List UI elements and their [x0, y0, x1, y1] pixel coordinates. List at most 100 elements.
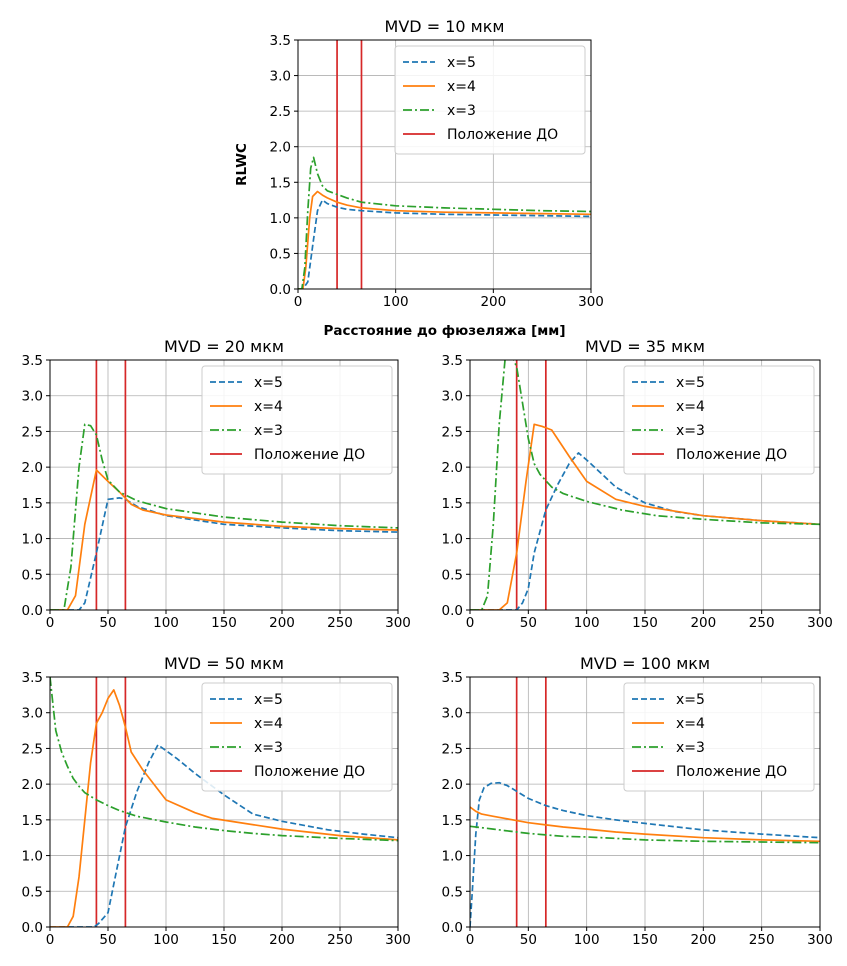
legend-label: x=5	[447, 55, 476, 71]
x-tick-label: 250	[327, 932, 353, 948]
legend-label: x=4	[447, 79, 476, 95]
x-tick-label: 150	[632, 615, 658, 631]
x-tick-label: 50	[520, 615, 537, 631]
series-line-x=4	[50, 469, 398, 610]
y-tick-label: 3.0	[22, 706, 43, 722]
x-tick-label: 50	[520, 932, 537, 948]
legend: x=5 x=4 x=3 Положение ДО	[623, 682, 815, 792]
series-line-x=3	[50, 423, 398, 610]
series-line-x=5	[298, 199, 591, 289]
x-tick-label: 200	[690, 615, 716, 631]
y-tick-label: 1.5	[22, 496, 43, 512]
legend: x=5 x=4 x=3 Положение ДО	[201, 365, 393, 475]
x-axis-label: Расстояние до фюзеляжа [мм]	[323, 323, 565, 339]
legend-label: x=4	[676, 716, 705, 732]
legend-box	[201, 682, 393, 792]
y-tick-label: 0.5	[270, 246, 291, 262]
y-tick-label: 3.0	[22, 389, 43, 405]
chart-title: MVD = 50 мкм	[164, 654, 284, 673]
series-group	[298, 156, 591, 289]
y-tick-label: 0.0	[442, 603, 463, 619]
series-line-x=4	[470, 806, 820, 843]
x-tick-label: 100	[383, 294, 409, 310]
y-tick-label: 2.0	[270, 140, 291, 156]
y-tick-label: 1.0	[22, 532, 43, 548]
x-tick-label: 300	[385, 615, 411, 631]
x-tick-label: 100	[153, 615, 179, 631]
x-tick-label: 250	[749, 615, 775, 631]
x-tick-label: 100	[574, 932, 600, 948]
y-tick-label: 0.0	[22, 920, 43, 936]
legend-label: x=4	[254, 399, 283, 415]
x-tick-label: 300	[807, 615, 833, 631]
y-tick-label: 3.5	[442, 670, 463, 686]
legend: x=5 x=4 x=3 Положение ДО	[201, 682, 393, 792]
x-tick-label: 200	[269, 615, 295, 631]
y-tick-label: 2.5	[270, 104, 291, 120]
legend-label: x=3	[254, 740, 283, 756]
x-tick-label: 0	[46, 615, 55, 631]
y-axis-label: RLWC	[234, 143, 250, 186]
y-tick-label: 3.0	[442, 389, 463, 405]
y-tick-label: 3.5	[22, 670, 43, 686]
y-tick-label: 0.0	[442, 920, 463, 936]
x-tick-label: 150	[211, 615, 237, 631]
series-line-x=4	[50, 689, 398, 927]
legend-label: x=3	[676, 740, 705, 756]
x-tick-label: 300	[578, 294, 604, 310]
series-group	[470, 781, 820, 927]
y-tick-label: 0.0	[270, 282, 291, 298]
y-tick-label: 2.0	[442, 460, 463, 476]
legend-label: x=3	[254, 423, 283, 439]
series-line-x=3	[470, 360, 820, 610]
x-tick-label: 150	[632, 932, 658, 948]
x-tick-label: 50	[99, 615, 116, 631]
y-tick-label: 2.5	[22, 424, 43, 440]
x-tick-label: 300	[385, 932, 411, 948]
x-tick-label: 250	[327, 615, 353, 631]
y-tick-label: 1.5	[270, 175, 291, 191]
y-tick-label: 1.5	[22, 813, 43, 829]
legend-label: Положение ДО	[447, 127, 558, 143]
axes-frame	[297, 39, 592, 290]
legend-box	[623, 365, 815, 475]
series-group	[50, 423, 398, 610]
legend-box	[201, 365, 393, 475]
chart-title: MVD = 20 мкм	[164, 337, 284, 356]
legend-label: Положение ДО	[254, 764, 365, 780]
series-line-x=4	[470, 423, 820, 610]
legend-box	[623, 682, 815, 792]
x-tick-label: 100	[574, 615, 600, 631]
x-tick-label: 150	[211, 932, 237, 948]
x-tick-label: 0	[466, 615, 475, 631]
legend-label: x=3	[676, 423, 705, 439]
y-tick-label: 2.5	[442, 741, 463, 757]
series-line-x=5	[50, 497, 398, 610]
y-tick-label: 0.5	[22, 884, 43, 900]
x-tick-label: 200	[269, 932, 295, 948]
x-tick-label: 200	[480, 294, 506, 310]
legend-box	[394, 45, 586, 155]
y-tick-label: 0.5	[22, 567, 43, 583]
y-tick-label: 2.5	[22, 741, 43, 757]
y-tick-label: 2.0	[22, 777, 43, 793]
legend: x=5 x=4 x=3 Положение ДО	[394, 45, 586, 155]
chart-panel-3: 0 50 100 150 200 250 300 0.0 0.5 1.0 1.5 2.0 2.5 3.0 3…	[442, 337, 833, 631]
y-tick-label: 1.0	[270, 211, 291, 227]
y-tick-label: 2.0	[22, 460, 43, 476]
y-tick-label: 2.5	[442, 424, 463, 440]
legend-label: Положение ДО	[676, 764, 787, 780]
series-group	[50, 677, 398, 927]
series-line-x=3	[470, 825, 820, 844]
x-tick-label: 0	[294, 294, 303, 310]
legend-label: Положение ДО	[254, 447, 365, 463]
y-tick-label: 1.0	[22, 849, 43, 865]
series-line-x=5	[50, 744, 398, 927]
chart-title: MVD = 35 мкм	[585, 337, 705, 356]
legend-label: x=5	[676, 375, 705, 391]
series-line-x=3	[298, 156, 591, 289]
chart-panel-5: 0 50 100 150 200 250 300 0.0 0.5 1.0 1.5 2.0 2.5 3.0 3…	[442, 654, 833, 948]
y-tick-label: 1.5	[442, 813, 463, 829]
legend-label: x=5	[254, 692, 283, 708]
series-line-x=5	[470, 781, 820, 927]
